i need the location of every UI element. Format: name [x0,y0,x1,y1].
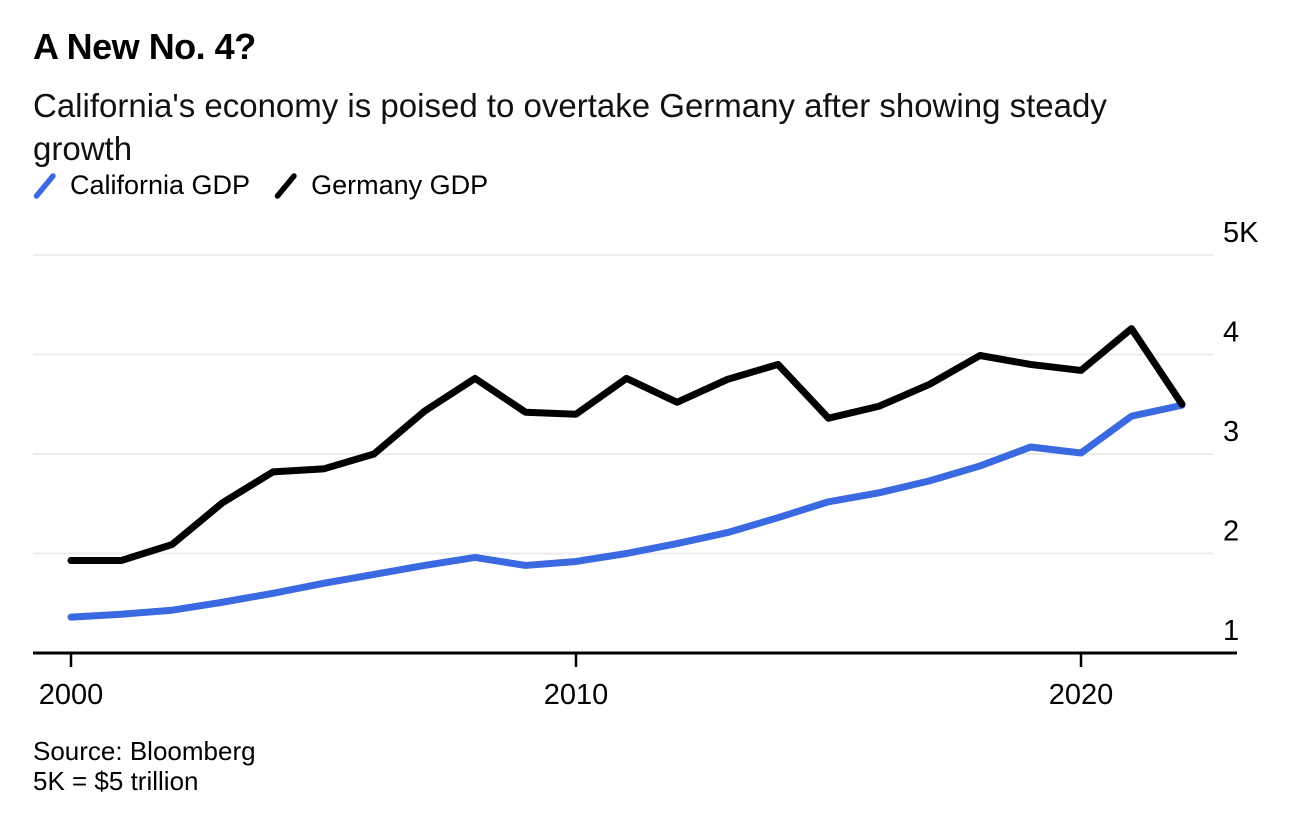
california-slash-icon [33,172,56,199]
legend-label-germany: Germany GDP [311,170,489,200]
chart-subtitle: California's economy is poised to overta… [33,87,1107,167]
source-note: Source: Bloomberg 5K = $5 trillion [33,736,256,796]
x-axis-label: 2000 [39,679,104,711]
legend: California GDP Germany GDP [33,170,488,201]
california-line-swatch-icon [33,172,56,199]
germany-slash-icon [274,172,297,199]
legend-label-california: California GDP [70,170,251,200]
y-axis-label: 3 [1223,416,1239,448]
legend-item-germany: Germany GDP [274,170,488,201]
series-line-california-gdp [67,401,1186,621]
y-axis-label: 5K [1223,217,1259,249]
germany-line-swatch-icon [274,172,297,199]
chart-title: A New No. 4? [33,26,256,67]
x-axis-label: 2020 [1049,679,1114,711]
units-note: 5K = $5 trillion [33,766,199,796]
y-axis-label: 2 [1223,516,1239,548]
series-line-germany-gdp [67,325,1186,564]
y-axis-label: 1 [1223,615,1239,647]
y-axis-label: 4 [1223,317,1239,349]
source-line: Source: Bloomberg [33,736,256,766]
x-axis-label: 2010 [544,679,609,711]
legend-item-california: California GDP [33,170,250,201]
